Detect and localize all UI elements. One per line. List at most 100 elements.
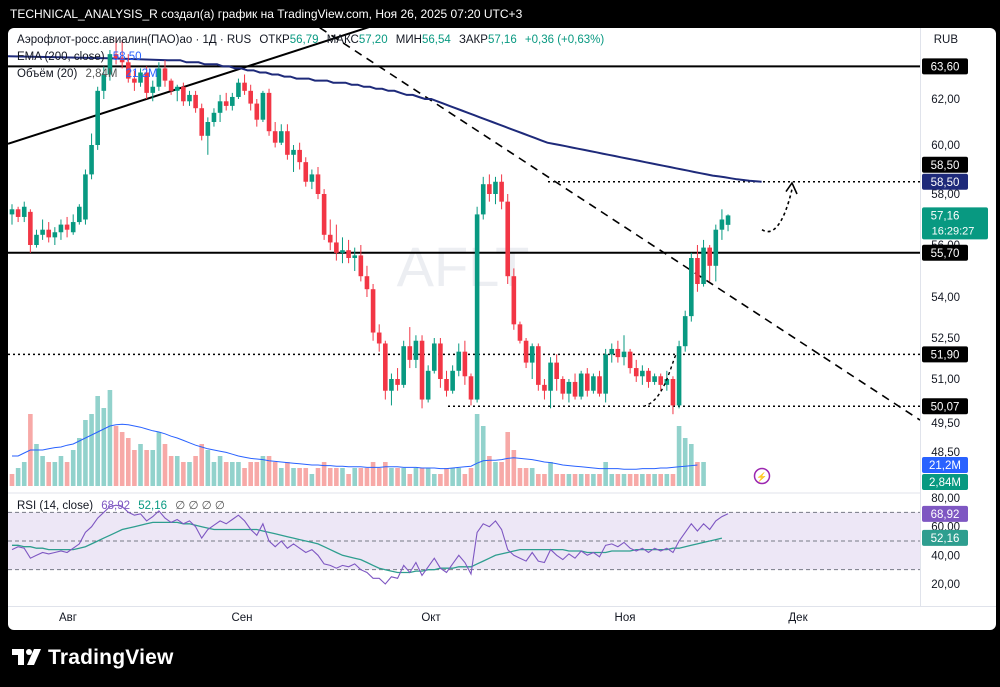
time-axis-label: Авг [59, 612, 77, 624]
volume-axis-label: 2,84M [929, 477, 961, 489]
candle-body [315, 174, 321, 194]
candle-body [652, 376, 657, 382]
candle-body [346, 250, 351, 258]
price-tick-label: 48,50 [931, 447, 960, 459]
volume-bar [560, 474, 566, 486]
rsi-legend[interactable]: RSI (14, close) 68,92 52,16 ∅ ∅ ∅ ∅ [17, 498, 225, 512]
volume-bar [701, 462, 706, 486]
ema-label[interactable]: EMA (200, close) [17, 51, 105, 63]
volume-bar [9, 474, 15, 486]
volume-bar [383, 462, 388, 486]
close-label: ЗАКР [458, 34, 488, 46]
brand-name: TradingView [48, 646, 174, 669]
ema-200-line [8, 55, 762, 183]
candle-body [291, 149, 296, 155]
rsi-tick-label: 20,00 [931, 579, 960, 591]
volume-bar [487, 456, 492, 486]
candle-body [242, 82, 247, 91]
time-axis-label: Дек [788, 612, 808, 624]
dividend-icon[interactable] [753, 467, 771, 485]
volume-bar [89, 414, 94, 486]
falling-trendline[interactable] [308, 28, 921, 421]
candle-body [370, 289, 376, 333]
volume-bar [64, 462, 70, 486]
candle-body [701, 247, 706, 284]
volume-bar [168, 456, 174, 486]
volume-bar [548, 462, 553, 486]
tradingview-logo[interactable]: TradingView [12, 646, 174, 670]
volume-bar [591, 474, 596, 486]
volume-bar [621, 474, 627, 486]
price-label-51-90: 51,90 [931, 349, 960, 361]
rising-trendline[interactable] [8, 28, 428, 145]
footer: TradingView [0, 630, 1000, 687]
candle-body [15, 209, 21, 217]
volume-bar [499, 462, 504, 486]
rsi-ma-line [12, 521, 723, 574]
volume-ma-axis-label: 21,2M [929, 460, 961, 472]
chart-canvas[interactable]: AFLT⚡62,0060,0058,0056,0054,0052,5051,00… [8, 28, 996, 630]
volume-label[interactable]: Объём (20) [17, 68, 78, 80]
candle-body [584, 373, 590, 391]
candle-body [113, 54, 119, 59]
close-value: 57,16 [487, 34, 517, 46]
rsi-label[interactable]: RSI (14, close) [17, 500, 94, 512]
price-tick-label: 52,50 [931, 333, 960, 345]
volume-bar [505, 432, 511, 486]
candle-body [260, 92, 266, 120]
time-axis-label: Окт [421, 612, 441, 624]
rsi-axis-label: 68,92 [931, 509, 960, 521]
projection-arrow[interactable] [761, 188, 793, 233]
volume-bar [125, 438, 131, 486]
price-label-ema-bg [922, 173, 968, 190]
volume-bar [523, 468, 529, 486]
symbol-legend[interactable]: Аэрофлот-росс.авиалин(ПАО)ао · 1Д · RUS … [17, 34, 604, 46]
candle-body [138, 72, 143, 83]
open-label: ОТКР [259, 34, 290, 46]
volume-bar [376, 468, 382, 486]
candle-body [511, 276, 517, 325]
volume-bar [536, 474, 541, 486]
volume-bar [187, 462, 192, 486]
currency-button[interactable]: RUB [933, 34, 958, 46]
candle-body [174, 86, 180, 91]
symbol-name[interactable]: Аэрофлот-росс.авиалин(ПАО)ао · 1Д · RUS [17, 34, 252, 46]
volume-bar [566, 474, 572, 486]
volume-bar [156, 432, 162, 486]
volume-bar [676, 426, 682, 486]
volume-bar [450, 468, 455, 486]
candle-body [223, 101, 229, 106]
volume-bar [689, 444, 694, 486]
volume-bar [303, 468, 309, 486]
volume-bar [462, 474, 468, 486]
volume-bar [474, 414, 480, 486]
candle-body [658, 376, 664, 385]
candle-body [517, 324, 523, 341]
rsi-value: 68,92 [101, 500, 131, 512]
candle-body [719, 219, 725, 230]
volume-bar [578, 474, 584, 486]
volume-bar [260, 456, 266, 486]
price-label-55-70-bg [922, 244, 968, 261]
candle-body [352, 255, 358, 258]
volume-bar [285, 462, 290, 486]
volume-bar [278, 468, 284, 486]
volume-legend[interactable]: Объём (20) 2,84M 21,2M [17, 68, 158, 80]
candle-body [83, 174, 88, 220]
chart-panel[interactable]: AFLT⚡62,0060,0058,0056,0054,0052,5051,00… [8, 28, 996, 630]
candle-body [689, 258, 694, 317]
volume-bar [640, 474, 645, 486]
ema-legend[interactable]: EMA (200, close) 58,50 [17, 51, 142, 63]
candle-body [236, 82, 241, 97]
bounce-arrow[interactable] [642, 354, 677, 407]
high-label: МАКС [326, 34, 359, 46]
candle-body [125, 62, 131, 79]
candle-body [327, 234, 333, 243]
volume-bar [162, 444, 168, 486]
candle-body [395, 379, 400, 385]
rsi-tick-label: 40,00 [931, 550, 960, 562]
volume-bar [413, 468, 419, 486]
volume-bar [181, 462, 186, 486]
candle-body [670, 379, 676, 406]
volume-bar [266, 456, 272, 486]
